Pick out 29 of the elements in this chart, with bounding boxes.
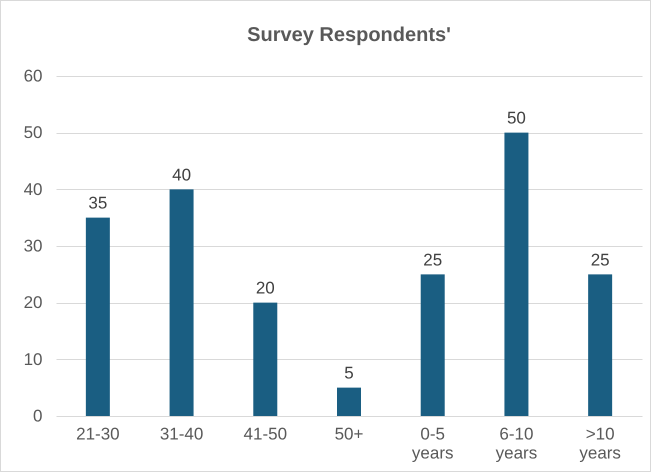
- data-label: 35: [88, 194, 108, 213]
- bar: [86, 218, 110, 416]
- y-tick-label: 0: [33, 406, 42, 426]
- y-tick-label: 10: [24, 350, 42, 369]
- y-tick-label: 40: [24, 180, 42, 199]
- x-tick-label: 6-10 years: [496, 424, 538, 462]
- y-tick-label: 30: [24, 236, 42, 256]
- y-tick-label: 50: [24, 123, 42, 142]
- y-tick-label: 20: [24, 293, 42, 312]
- data-label: 25: [590, 250, 610, 270]
- chart-title: Survey Respondents': [247, 24, 451, 46]
- bar: [420, 274, 445, 416]
- data-label: 5: [344, 364, 354, 383]
- x-tick-label: 50+: [334, 424, 364, 444]
- bar: [588, 274, 612, 416]
- y-tick-label: 60: [24, 66, 42, 86]
- data-label: 50: [506, 108, 526, 128]
- data-label: 40: [172, 165, 192, 184]
- bar: [504, 132, 528, 416]
- x-tick-label: 41-50: [244, 424, 288, 444]
- x-tick-label: 0-5 years: [412, 424, 454, 462]
- x-tick-label: 21-30: [76, 424, 120, 444]
- x-tick-label: 31-40: [160, 424, 204, 444]
- x-tick-label: >10 years: [579, 424, 621, 462]
- data-label: 20: [256, 278, 275, 298]
- bar: [253, 302, 278, 416]
- bar: [337, 388, 361, 416]
- bar: [170, 189, 194, 416]
- data-label: 25: [423, 250, 442, 270]
